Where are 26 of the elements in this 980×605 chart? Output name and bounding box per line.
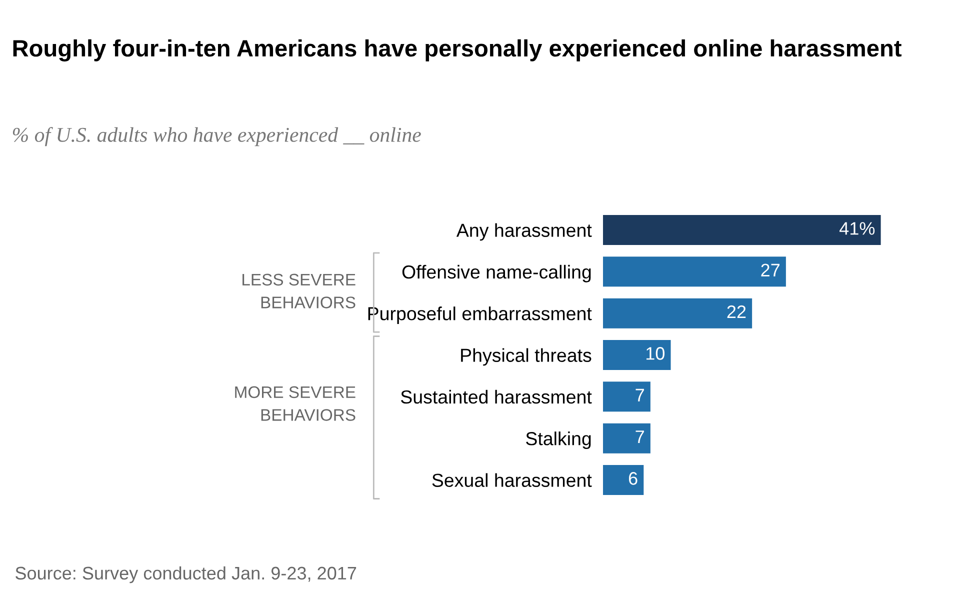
- text: LESS SEVERE BEHAVIORS: [242, 274, 356, 308]
- text: MORE SEVERE BEHAVIORS: [235, 386, 356, 421]
- bar: [603, 215, 881, 245]
- source-note: Source: Survey conducted Jan. 9-23, 2017: [16, 566, 356, 584]
- data-label: 7: [636, 430, 644, 443]
- data-label: 6: [628, 472, 638, 485]
- bar: [603, 340, 671, 370]
- bar: [603, 298, 752, 328]
- data-label: 41%: [840, 222, 875, 235]
- data-label: 22: [727, 305, 746, 318]
- bar: [603, 382, 650, 412]
- y-tick-label: Sustainted harassment: [400, 390, 592, 404]
- text: % of U.S. adults who have experienced __ online: [12, 127, 421, 146]
- y-tick-label: Purposeful embarrassment: [368, 306, 592, 324]
- bar: [603, 256, 786, 287]
- data-label: 10: [646, 347, 664, 360]
- y-tick-label: Sexual harassment: [432, 473, 592, 487]
- data-label: 27: [761, 264, 780, 276]
- data-label: 7: [636, 388, 644, 402]
- bar: [603, 423, 650, 454]
- chart-title: Roughly four-in-ten Americans have personally experienced online harassment: [13, 39, 902, 62]
- y-tick-label: Any harassment: [456, 223, 592, 241]
- bar: [603, 465, 644, 495]
- y-tick-label: Stalking: [526, 432, 591, 450]
- y-tick-label: Offensive name-calling: [402, 264, 591, 282]
- y-tick-label: Physical threats: [461, 348, 592, 366]
